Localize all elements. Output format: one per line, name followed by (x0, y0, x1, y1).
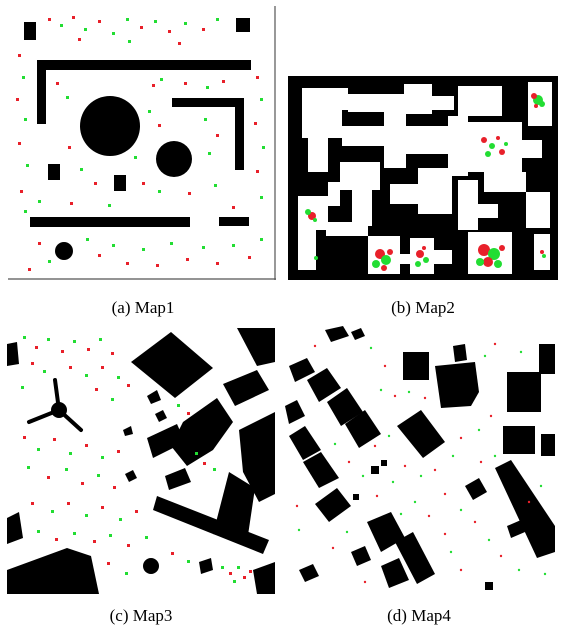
map3-agents (21, 336, 252, 583)
caption-map1: (a) Map1 (111, 298, 175, 317)
panel-map1 (8, 6, 276, 280)
map1-image (8, 6, 276, 280)
map2-agents (305, 93, 546, 271)
panel-map2 (288, 76, 558, 280)
map1-agents (16, 16, 265, 271)
map3-image (7, 326, 275, 594)
map4-agents (295, 342, 547, 584)
panel-map4 (285, 326, 555, 594)
map4-image (285, 326, 555, 594)
map2-image (288, 76, 558, 280)
caption-map3: (c) Map3 (109, 606, 173, 625)
caption-map4: (d) Map4 (387, 606, 451, 625)
panel-map3 (7, 326, 275, 594)
caption-map2: (b) Map2 (391, 298, 455, 317)
